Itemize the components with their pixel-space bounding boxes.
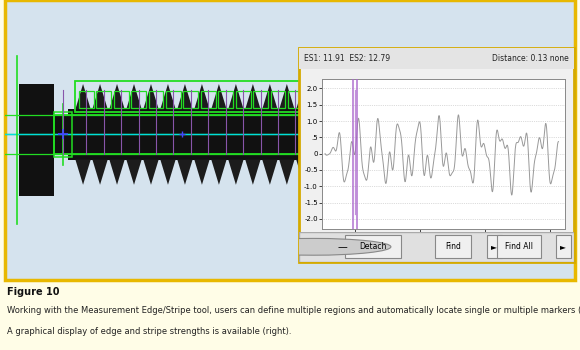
Polygon shape: [313, 160, 328, 185]
Text: A graphical display of edge and stripe strengths is available (right).: A graphical display of edge and stripe s…: [7, 327, 292, 336]
Polygon shape: [262, 160, 277, 185]
Text: Distance: 0.13 none: Distance: 0.13 none: [492, 54, 569, 63]
Polygon shape: [296, 84, 311, 109]
Text: ►: ►: [491, 242, 497, 251]
Bar: [183, 91, 198, 108]
Bar: [253, 91, 268, 108]
Bar: [270, 91, 285, 108]
Bar: [96, 91, 111, 108]
Bar: [346, 236, 401, 258]
Polygon shape: [229, 160, 244, 185]
Polygon shape: [75, 84, 90, 109]
Bar: [131, 91, 146, 108]
Polygon shape: [313, 84, 328, 109]
Polygon shape: [75, 160, 90, 185]
Bar: [54, 115, 337, 154]
Polygon shape: [143, 84, 159, 109]
Polygon shape: [126, 160, 142, 185]
Bar: [75, 81, 313, 112]
Bar: [166, 91, 181, 108]
Polygon shape: [323, 109, 341, 160]
Polygon shape: [245, 84, 260, 109]
Text: Figure 10: Figure 10: [7, 287, 60, 297]
Text: —: —: [338, 242, 347, 252]
Polygon shape: [279, 160, 295, 185]
Polygon shape: [110, 84, 125, 109]
Bar: [435, 236, 471, 258]
Polygon shape: [194, 160, 209, 185]
Polygon shape: [296, 160, 311, 185]
Polygon shape: [143, 160, 159, 185]
Circle shape: [237, 238, 391, 255]
Bar: [54, 112, 72, 157]
Polygon shape: [279, 84, 295, 109]
Text: Working with the Measurement Edge/Stripe tool, users can define multiple regions: Working with the Measurement Edge/Stripe…: [7, 306, 580, 315]
Bar: [235, 91, 251, 108]
Polygon shape: [262, 84, 277, 109]
Bar: [79, 91, 94, 108]
Bar: [218, 91, 233, 108]
Polygon shape: [177, 84, 193, 109]
Bar: [497, 236, 541, 258]
Bar: [487, 236, 502, 258]
Polygon shape: [211, 160, 227, 185]
Polygon shape: [92, 84, 108, 109]
Text: ►: ►: [560, 242, 566, 251]
Polygon shape: [211, 84, 227, 109]
Bar: [299, 48, 574, 69]
Polygon shape: [92, 160, 108, 185]
Bar: [288, 91, 303, 108]
Bar: [19, 84, 54, 196]
Bar: [54, 115, 75, 154]
Bar: [201, 91, 216, 108]
Text: ES1: 11.91  ES2: 12.79: ES1: 11.91 ES2: 12.79: [304, 54, 390, 63]
Polygon shape: [160, 84, 176, 109]
Polygon shape: [126, 84, 142, 109]
Bar: [148, 91, 164, 108]
Bar: [114, 91, 129, 108]
Text: Detach: Detach: [359, 242, 387, 251]
Bar: [556, 236, 571, 258]
Polygon shape: [160, 160, 176, 185]
Polygon shape: [245, 160, 260, 185]
Polygon shape: [229, 84, 244, 109]
Polygon shape: [194, 84, 209, 109]
Text: Find: Find: [445, 242, 461, 251]
Polygon shape: [177, 160, 193, 185]
Text: Find All: Find All: [505, 242, 533, 251]
Polygon shape: [110, 160, 125, 185]
Bar: [68, 109, 323, 160]
